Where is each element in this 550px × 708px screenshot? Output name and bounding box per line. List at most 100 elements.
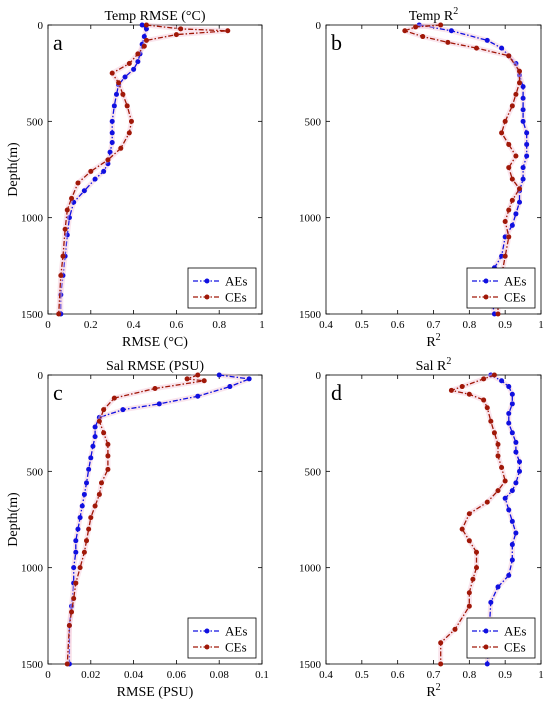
data-point (506, 411, 512, 417)
data-point (491, 372, 497, 378)
data-point (466, 511, 472, 517)
data-point (139, 22, 145, 28)
data-point (131, 66, 137, 72)
data-point (173, 32, 179, 38)
panel-label: b (331, 30, 342, 55)
data-point (84, 538, 90, 544)
data-point (513, 211, 519, 217)
data-point (499, 253, 505, 259)
data-point (481, 376, 487, 382)
data-point (69, 609, 75, 615)
data-point (92, 434, 98, 440)
data-point (517, 72, 522, 78)
data-point (506, 572, 512, 578)
data-point (513, 439, 519, 445)
data-point (118, 145, 124, 151)
data-point (81, 549, 87, 555)
data-point (506, 234, 512, 240)
data-point (524, 130, 530, 136)
data-point (71, 199, 77, 205)
data-point (509, 197, 515, 203)
data-point (495, 441, 501, 447)
data-point (92, 176, 98, 182)
data-point (499, 464, 505, 470)
legend-marker (204, 628, 210, 634)
data-point (225, 28, 231, 34)
data-point (178, 26, 184, 32)
data-point (141, 34, 147, 40)
data-point (517, 199, 522, 205)
data-point (509, 103, 515, 109)
data-point (502, 219, 508, 225)
y-tick-label: 500 (27, 466, 44, 478)
data-point (474, 565, 479, 571)
y-tick-label: 1500 (299, 309, 322, 321)
data-point (513, 530, 519, 536)
data-point (216, 372, 222, 378)
legend-label: AEs (504, 274, 526, 289)
data-point (195, 393, 201, 399)
series-aes (484, 372, 522, 667)
panel-label: a (53, 30, 63, 55)
data-point (96, 491, 102, 497)
legend-box (466, 267, 536, 309)
chart-panel-a: 0 0.2 0.4 0.6 0.8 1 0 500 1000 1500 Temp RMSE (°C)… (6, 9, 265, 350)
data-point (474, 549, 479, 555)
data-point (113, 91, 119, 97)
data-point (513, 153, 519, 159)
data-point (60, 253, 66, 259)
x-tick-label: 1 (259, 319, 265, 331)
data-point (499, 130, 505, 136)
chart-panel-b: 0.4 0.5 0.6 0.7 0.8 0.9 1 0 500 1000 1500 Temp R2 b R… (299, 6, 544, 350)
data-point (506, 384, 512, 390)
data-point (135, 51, 141, 57)
data-point (143, 37, 149, 43)
data-point (520, 165, 526, 171)
data-point (438, 22, 444, 28)
x-tick-label: 0.02 (81, 669, 100, 681)
series-halo (64, 372, 207, 665)
x-tick-label: 0.5 (355, 669, 369, 681)
data-point (96, 418, 102, 424)
data-point (109, 70, 115, 76)
data-point (438, 661, 444, 667)
chart-title: Temp R2 (409, 6, 459, 24)
data-point (64, 232, 70, 238)
data-point (466, 590, 472, 596)
series-ces (56, 22, 231, 317)
legend-box (466, 617, 536, 659)
data-point (107, 149, 113, 155)
data-point (79, 503, 85, 509)
y-tick-label: 1500 (21, 659, 44, 671)
data-point (101, 407, 107, 413)
data-point (128, 118, 134, 124)
data-point (81, 491, 87, 497)
panel-label: c (53, 380, 63, 405)
data-point (75, 180, 81, 186)
legend-box (187, 617, 257, 659)
legend-label: AEs (504, 624, 526, 639)
data-point (120, 407, 126, 413)
data-point (116, 80, 122, 86)
x-axis-label: RMSE (PSU) (117, 685, 194, 700)
data-point (517, 459, 522, 465)
x-axis-label: RMSE (°C) (122, 335, 188, 350)
series-ces (64, 372, 207, 667)
chart-title: Sal R2 (416, 356, 452, 374)
x-axis-label: R2 (426, 682, 440, 700)
data-point (506, 207, 512, 213)
data-point (184, 376, 190, 382)
data-point (517, 68, 522, 74)
data-point (141, 43, 147, 49)
data-point (524, 153, 530, 159)
data-point (491, 430, 497, 436)
data-point (88, 168, 94, 174)
legend-marker (483, 644, 489, 650)
x-tick-label: 0.8 (212, 319, 226, 331)
x-tick-label: 0.7 (427, 669, 441, 681)
y-tick-label: 0 (316, 20, 322, 32)
data-point (66, 215, 72, 221)
